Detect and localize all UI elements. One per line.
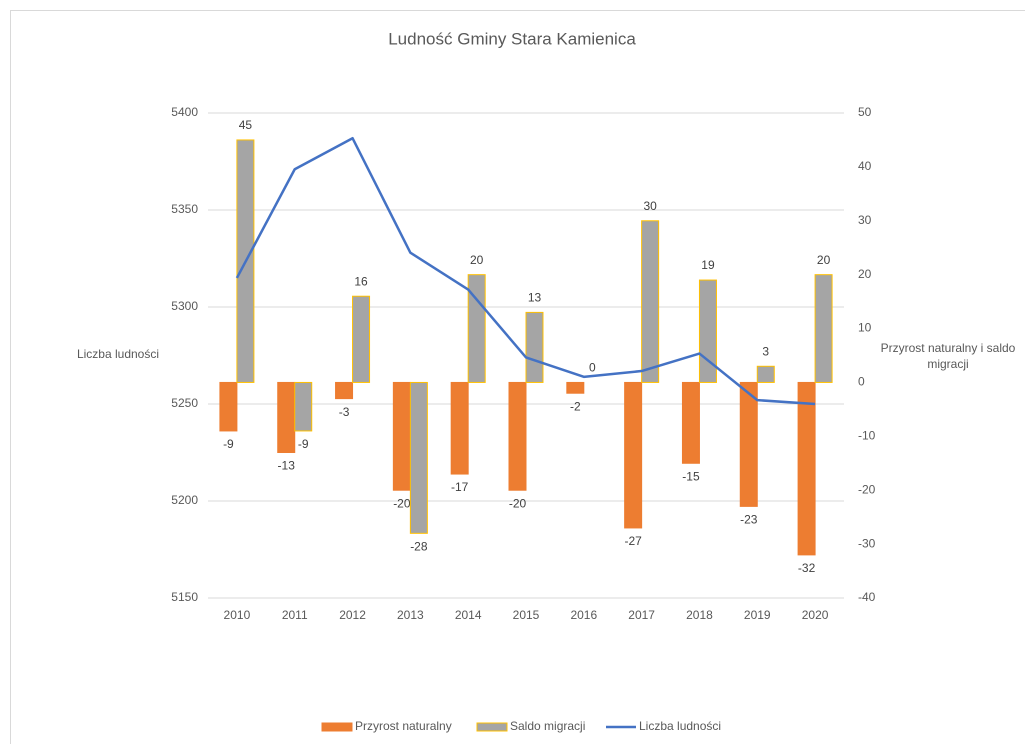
bar (409, 381, 428, 534)
data-label: -3 (339, 405, 350, 419)
y2-tick-label: 0 (858, 375, 865, 389)
data-label: -9 (298, 437, 309, 451)
bar (294, 381, 313, 432)
data-label: -27 (624, 534, 642, 548)
data-label: 16 (354, 274, 368, 288)
data-label: -28 (410, 540, 428, 554)
bar (467, 274, 486, 383)
legend-label: Liczba ludności (639, 719, 721, 733)
x-tick-label: 2011 (282, 608, 308, 622)
bar (624, 381, 643, 529)
y2-tick-label: -20 (858, 482, 876, 496)
data-label: -23 (740, 513, 758, 527)
bar (681, 381, 700, 464)
bar (756, 365, 775, 383)
x-tick-label: 2018 (686, 608, 713, 622)
data-label: 0 (589, 361, 596, 375)
y-tick-label: 5350 (171, 202, 198, 216)
bar (277, 381, 296, 454)
legend-label: Przyrost naturalny (355, 719, 452, 733)
y-tick-label: 5250 (171, 396, 198, 410)
bar (508, 381, 527, 491)
data-label: -15 (682, 469, 700, 483)
x-tick-label: 2012 (339, 608, 366, 622)
data-label: -13 (278, 459, 296, 473)
y2-tick-label: 10 (858, 321, 872, 335)
bar (335, 381, 354, 400)
bar (814, 274, 833, 383)
data-label: 45 (239, 118, 253, 132)
data-label: -32 (798, 561, 816, 575)
y2-axis-title: Przyrost naturalny i saldo migracji (880, 341, 1016, 371)
bar (797, 381, 816, 556)
y-axis-title: Liczba ludności (77, 347, 159, 361)
x-tick-label: 2020 (802, 608, 829, 622)
y-tick-label: 5400 (171, 105, 198, 119)
bar (739, 381, 758, 507)
x-tick-label: 2017 (628, 608, 655, 622)
legend-swatch (476, 722, 508, 732)
y-tick-label: 5200 (171, 493, 198, 507)
line (235, 136, 816, 406)
data-label: 20 (817, 253, 831, 267)
x-tick-label: 2013 (397, 608, 424, 622)
y2-tick-label: 50 (858, 105, 872, 119)
y2-tick-label: 40 (858, 159, 872, 173)
chart-title: Ludność Gminy Stara Kamienica (388, 29, 636, 48)
legend-label: Saldo migracji (510, 719, 585, 733)
y2-tick-label: -40 (858, 590, 876, 604)
x-tick-label: 2014 (455, 608, 482, 622)
bar (219, 381, 238, 432)
data-label: -17 (451, 480, 469, 494)
y2-tick-label: 20 (858, 267, 872, 281)
bar (641, 220, 660, 383)
bar (352, 295, 371, 383)
data-label: 30 (643, 199, 657, 213)
data-label: 3 (762, 344, 769, 358)
bar (698, 279, 717, 383)
bar (566, 381, 585, 394)
y2-tick-label: 30 (858, 213, 872, 227)
bar (450, 381, 469, 475)
x-tick-label: 2010 (224, 608, 251, 622)
x-tick-label: 2019 (744, 608, 771, 622)
chart-frame (10, 10, 1025, 744)
data-label: 13 (528, 291, 542, 305)
x-tick-label: 2015 (513, 608, 540, 622)
data-label: -20 (393, 496, 411, 510)
y-tick-label: 5300 (171, 299, 198, 313)
y2-tick-label: -30 (858, 536, 876, 550)
data-label: 19 (701, 258, 715, 272)
y2-tick-label: -10 (858, 429, 876, 443)
data-label: -9 (223, 437, 234, 451)
bar (525, 311, 544, 383)
data-label: -20 (509, 496, 527, 510)
x-tick-label: 2016 (570, 608, 597, 622)
bar (392, 381, 411, 491)
legend-swatch (321, 722, 353, 732)
data-label: 20 (470, 253, 484, 267)
data-label: -2 (570, 399, 581, 413)
y-tick-label: 5150 (171, 590, 198, 604)
